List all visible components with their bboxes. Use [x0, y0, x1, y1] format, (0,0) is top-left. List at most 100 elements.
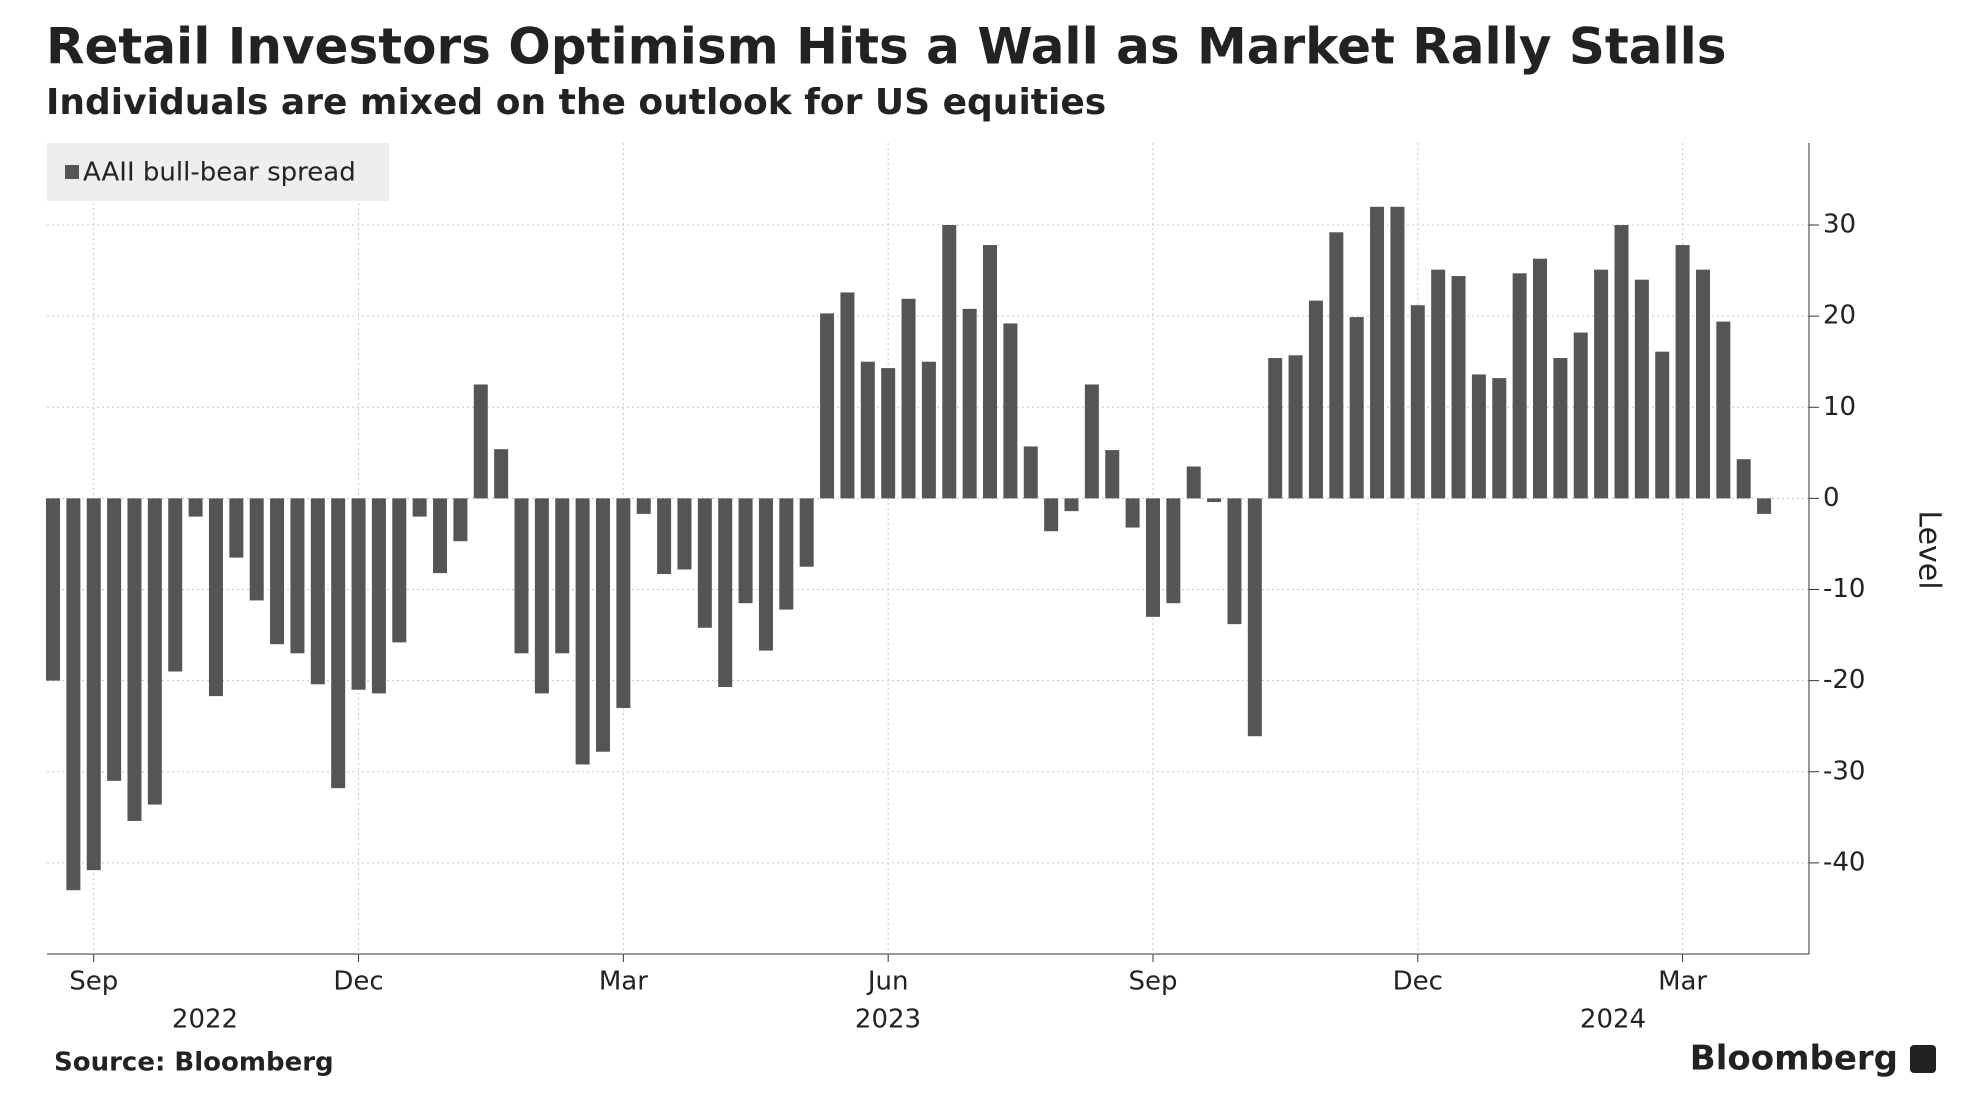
bar [1105, 450, 1120, 499]
x-tick-label: Jun [866, 967, 909, 997]
x-tick-label: Mar [1658, 967, 1707, 997]
bar [1736, 459, 1751, 499]
x-tick-label: Dec [333, 967, 383, 997]
bar [575, 498, 590, 765]
bar [738, 498, 753, 604]
source: Source: Bloomberg [54, 1048, 334, 1078]
y-tick-label: -20 [1823, 665, 1865, 695]
bar [1003, 323, 1018, 499]
brand: Bloomberg [1690, 1039, 1898, 1079]
bar [1329, 232, 1344, 499]
year-label: 2022 [172, 1005, 238, 1035]
bar [1288, 355, 1303, 499]
bar [1634, 279, 1649, 499]
bar [657, 498, 672, 575]
year-label: 2023 [855, 1005, 921, 1035]
bar [168, 498, 183, 672]
bar [188, 498, 203, 517]
y-tick-label: 30 [1823, 210, 1856, 240]
bar [1308, 300, 1323, 499]
bar [1268, 358, 1283, 499]
bar [351, 498, 366, 690]
y-tick-label: 20 [1823, 301, 1856, 331]
bar [1716, 321, 1731, 499]
bar [1492, 378, 1507, 499]
bar [371, 498, 386, 694]
legend-box [47, 143, 389, 201]
bar [290, 498, 305, 654]
bar [433, 498, 448, 574]
bar [1757, 498, 1772, 514]
bar [921, 361, 936, 499]
bar [901, 298, 916, 499]
bar [1675, 245, 1690, 499]
bar [595, 498, 610, 752]
bar [1064, 498, 1079, 512]
bar [1145, 498, 1160, 617]
bar [1533, 258, 1548, 499]
bar [616, 498, 631, 708]
bar [840, 292, 855, 499]
bar [1227, 498, 1242, 625]
bar [1431, 269, 1446, 499]
bar [779, 498, 794, 610]
bar [1655, 351, 1670, 499]
bar [636, 498, 651, 514]
y-axis-label: Level [1912, 510, 1947, 589]
bar [1512, 273, 1527, 499]
bar [677, 498, 692, 570]
bar [1370, 206, 1385, 499]
bar [331, 498, 346, 789]
bar [310, 498, 325, 685]
bar [1594, 269, 1609, 499]
bar [1410, 305, 1425, 499]
bar [820, 313, 835, 499]
legend-swatch [65, 165, 79, 179]
x-tick-label: Mar [599, 967, 648, 997]
bar [208, 498, 223, 697]
bar [962, 308, 977, 499]
x-tick-label: Sep [1128, 967, 1177, 997]
bar [127, 498, 142, 821]
chart-subtitle: Individuals are mixed on the outlook for… [46, 82, 1106, 123]
legend-label: AAII bull-bear spread [83, 158, 356, 188]
bar [1023, 446, 1038, 499]
bar [983, 245, 998, 499]
bar [1390, 206, 1405, 499]
bar [1166, 498, 1181, 604]
bar [392, 498, 407, 643]
bar [1695, 269, 1710, 499]
bar [697, 498, 712, 628]
bar [229, 498, 244, 558]
bar [1207, 498, 1222, 503]
bar [1471, 374, 1486, 499]
bar [494, 449, 509, 499]
bar [1451, 276, 1466, 499]
bar [412, 498, 427, 517]
bar [1125, 498, 1140, 528]
bar [1573, 332, 1588, 499]
bar [1349, 317, 1364, 499]
y-tick-label: 10 [1823, 392, 1856, 422]
bar [473, 384, 488, 499]
bar [46, 498, 60, 681]
bar [514, 498, 529, 654]
y-tick-label: -40 [1823, 847, 1865, 877]
bar [881, 368, 896, 499]
bar [107, 498, 122, 781]
bar [1553, 358, 1568, 499]
bar [534, 498, 549, 694]
bar [555, 498, 570, 654]
bar [860, 361, 875, 499]
y-tick-label: -10 [1823, 574, 1865, 604]
bar [1044, 498, 1059, 532]
year-label: 2024 [1580, 1005, 1646, 1035]
bar [86, 498, 101, 871]
y-tick-label: 0 [1823, 483, 1840, 513]
bar [942, 225, 957, 499]
x-tick-label: Sep [69, 967, 118, 997]
bar [66, 498, 81, 891]
bar [718, 498, 733, 688]
brand-icon [1910, 1045, 1936, 1073]
